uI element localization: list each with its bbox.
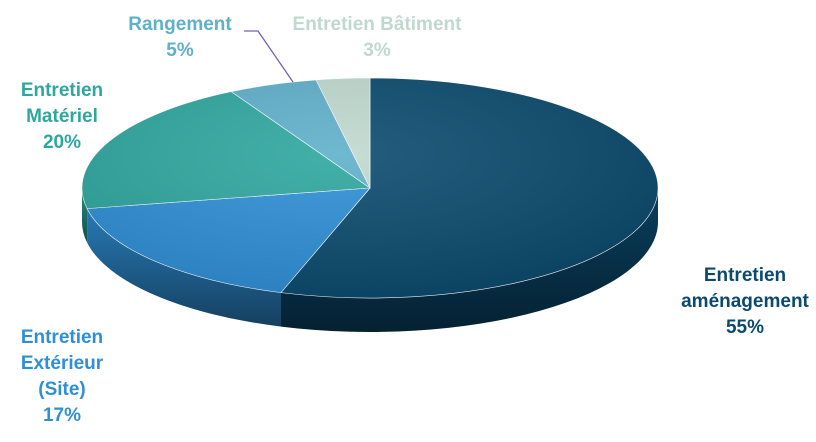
slice-label-line: Entretien: [21, 80, 103, 101]
pie-side-walls: [82, 188, 658, 332]
slice-label-3: Entretien Matériel 20%: [21, 80, 103, 153]
slice-label-line: Extérieur: [21, 353, 104, 374]
slice-percent: 3%: [363, 40, 391, 61]
slice-label-line: (Site): [38, 379, 86, 400]
slice-label-line: aménagement: [681, 291, 809, 312]
pie-gloss: [82, 78, 658, 298]
slice-label-line: Entretien Bâtiment: [293, 14, 463, 35]
slice-label-5: Entretien Bâtiment 3%: [293, 14, 463, 61]
slice-label-line: Entretien: [704, 265, 786, 286]
slice-label-line: Matériel: [26, 106, 98, 127]
slice-labels: Entretien aménagement 55% Entretien Extérieu…: [21, 14, 810, 426]
slice-label-2: Entretien Extérieur (Site) 17%: [21, 327, 104, 426]
slice-percent: 55%: [726, 317, 764, 338]
leader-line-rangement: [244, 30, 294, 83]
slice-label-line: Rangement: [128, 14, 232, 35]
leader-lines: [244, 30, 294, 83]
slice-label-line: Entretien: [21, 327, 103, 348]
slice-label-1: Entretien aménagement 55%: [681, 265, 809, 338]
pie-top-faces: [81, 77, 659, 299]
pie-side-3: [82, 188, 88, 243]
slice-percent: 17%: [43, 405, 81, 426]
pie-side-1: [281, 188, 658, 332]
slice-percent: 20%: [43, 132, 81, 153]
slice-label-4: Rangement 5%: [128, 14, 232, 61]
pie-side-2: [87, 208, 282, 327]
slice-percent: 5%: [166, 40, 194, 61]
